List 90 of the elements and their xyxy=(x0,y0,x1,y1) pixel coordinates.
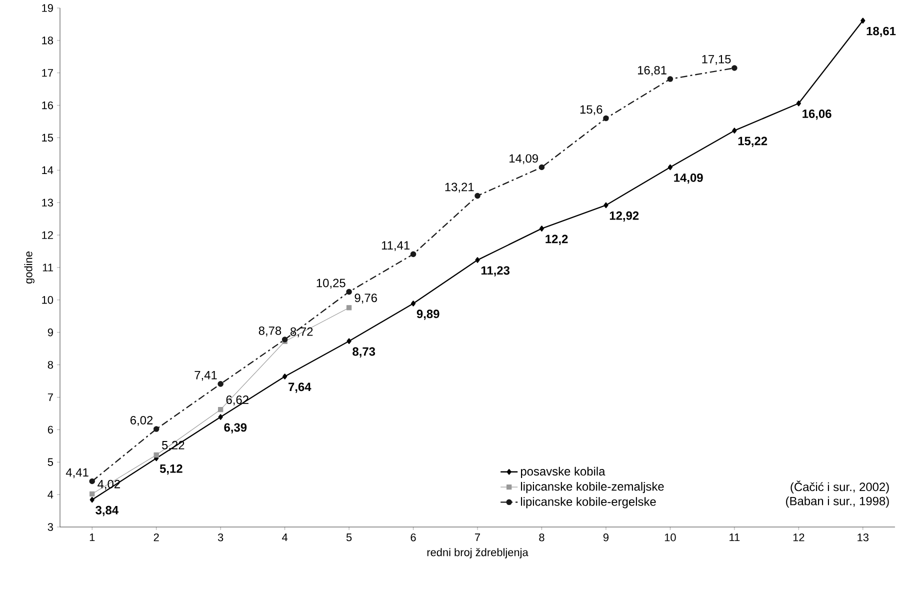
point xyxy=(89,478,96,484)
data-label: 6,62 xyxy=(226,396,248,406)
x-tick-label: 6 xyxy=(410,534,416,542)
y-tick-label: 12 xyxy=(42,231,53,239)
annotation: (Baban i sur., 1998) xyxy=(786,496,889,508)
x-tick-label: 4 xyxy=(282,534,288,542)
legend-label: posavske kobila xyxy=(520,466,606,478)
y-tick-label: 11 xyxy=(42,264,53,272)
point xyxy=(218,406,224,412)
point xyxy=(90,496,94,503)
y-tick-label: 13 xyxy=(42,198,54,207)
point xyxy=(603,115,609,122)
data-label: 5,12 xyxy=(160,464,182,475)
data-label: 9,89 xyxy=(416,310,440,320)
data-label: 4,41 xyxy=(66,468,88,478)
data-label: 8,73 xyxy=(352,347,376,358)
point xyxy=(668,164,673,170)
y-tick-label: 7 xyxy=(48,393,53,402)
data-label: 11,23 xyxy=(481,266,510,276)
annotation: (Čačić i sur., 2002) xyxy=(790,480,889,494)
point xyxy=(410,300,416,306)
data-label: 12,92 xyxy=(610,211,639,222)
y-tick-label: 14 xyxy=(42,166,54,174)
point xyxy=(860,18,866,24)
point xyxy=(538,164,545,170)
x-tick-label: 7 xyxy=(475,534,480,542)
data-label: 8,72 xyxy=(290,327,313,338)
y-tick-label: 18 xyxy=(42,36,54,44)
x-tick-label: 10 xyxy=(664,534,676,542)
y-tick-label: 16 xyxy=(42,101,54,110)
data-label: 7,41 xyxy=(194,371,217,381)
point xyxy=(475,257,480,263)
data-label: 11,41 xyxy=(382,241,410,252)
y-tick-label: 9 xyxy=(48,328,53,336)
y-tick-label: 10 xyxy=(42,296,54,304)
y-tick-label: 8 xyxy=(48,360,54,369)
x-tick-label: 1 xyxy=(90,534,95,542)
legend-label: lipicanske kobile-ergelske xyxy=(520,497,656,508)
data-label: 18,61 xyxy=(866,26,896,38)
point xyxy=(218,381,224,387)
data-label: 14,09 xyxy=(674,173,703,184)
data-label: 7,64 xyxy=(288,382,312,393)
y-tick-label: 15 xyxy=(42,134,54,142)
data-label: 12,2 xyxy=(546,234,568,245)
y-tick-label: 6 xyxy=(48,426,54,434)
point xyxy=(346,305,352,310)
x-tick-label: 2 xyxy=(154,534,159,542)
x-axis-title: redni broj ždrebljenja xyxy=(427,548,528,558)
x-tick-label: 13 xyxy=(858,534,868,542)
data-label: 13,21 xyxy=(445,182,474,193)
point xyxy=(604,202,608,208)
point xyxy=(218,414,223,420)
point xyxy=(539,226,544,232)
y-tick-label: 19 xyxy=(42,4,53,12)
data-label: 8,78 xyxy=(258,326,282,336)
point xyxy=(732,128,737,134)
point xyxy=(474,192,480,199)
data-label: 14,09 xyxy=(510,154,538,164)
point xyxy=(346,288,352,295)
point xyxy=(154,452,159,458)
point xyxy=(153,426,160,432)
y-tick-label: 5 xyxy=(48,458,54,466)
data-label: 9,76 xyxy=(354,294,377,304)
data-label: 6,39 xyxy=(224,423,247,434)
x-tick-label: 3 xyxy=(218,534,224,542)
point xyxy=(410,251,416,258)
data-label: 10,25 xyxy=(316,278,346,289)
y-tick-label: 17 xyxy=(42,69,53,77)
point xyxy=(282,374,288,380)
x-tick-label: 8 xyxy=(539,534,544,542)
point xyxy=(732,65,738,71)
y-tick-label: 4 xyxy=(48,490,54,498)
x-tick-label: 12 xyxy=(793,534,804,542)
point xyxy=(796,100,801,106)
x-tick-label: 5 xyxy=(346,534,352,542)
data-label: 17,15 xyxy=(702,55,731,65)
data-label: 15,22 xyxy=(738,136,768,147)
data-label: 6,02 xyxy=(130,416,153,426)
data-label: 3,84 xyxy=(96,506,118,516)
data-label: 16,06 xyxy=(802,110,832,120)
point xyxy=(90,491,95,497)
x-tick-label: 11 xyxy=(730,534,740,542)
legend-label: lipicanske kobile-zemaljske xyxy=(520,482,664,494)
data-label: 16,81 xyxy=(638,66,666,76)
y-tick-label: 3 xyxy=(48,523,54,531)
point xyxy=(346,338,352,344)
y-axis-title: godine xyxy=(24,252,34,284)
point xyxy=(667,76,674,82)
data-label: 15,6 xyxy=(580,105,602,116)
x-tick-label: 9 xyxy=(603,534,608,542)
